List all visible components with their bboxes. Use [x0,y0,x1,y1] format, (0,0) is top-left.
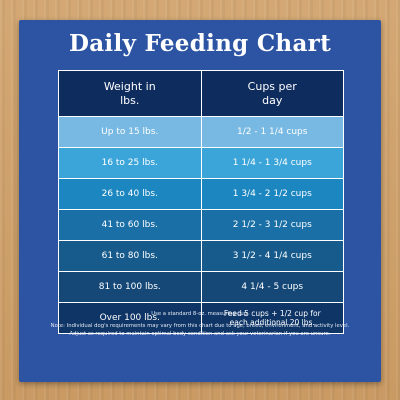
table-row: 26 to 40 lbs. 1 3/4 - 2 1/2 cups [59,178,343,209]
cups-cell: 4 1/4 - 5 cups [200,272,344,302]
table-row: 16 to 25 lbs. 1 1/4 - 1 3/4 cups [59,147,343,178]
chart-title: Daily Feeding Chart [68,30,332,57]
adjust-note: Adjust as required to maintain optimal b… [69,331,331,337]
feeding-chart-panel: Daily Feeding Chart Weight in lbs. Cups … [19,20,381,382]
header-cups: Cups per day [200,71,344,116]
weight-cell: 41 to 60 lbs. [101,220,158,230]
table-row: Over 100 lbs. Feed 5 cups + 1/2 cup for … [59,302,343,333]
weight-cell: 16 to 25 lbs. [101,158,158,168]
measuring-cup-note: Use a standard 8-oz. measuring cup. [151,311,249,317]
cups-cell: 1 3/4 - 2 1/2 cups [200,179,344,209]
requirements-note: Note: Individual dog's requirements may … [50,323,350,329]
cups-cell: 1 1/4 - 1 3/4 cups [200,148,344,178]
table-row: 61 to 80 lbs. 3 1/2 - 4 1/4 cups [59,240,343,271]
header-weight: Weight in lbs. [103,79,156,107]
table-row: 81 to 100 lbs. 4 1/4 - 5 cups [59,271,343,302]
feeding-table: Weight in lbs. Cups per day Up to 15 lbs… [58,70,344,334]
table-row: Up to 15 lbs. 1/2 - 1 1/4 cups [59,116,343,147]
cups-cell: 2 1/2 - 3 1/2 cups [200,210,344,240]
weight-cell: Up to 15 lbs. [101,127,159,137]
table-row: 41 to 60 lbs. 2 1/2 - 3 1/2 cups [59,209,343,240]
cups-cell: Feed 5 cups + 1/2 cup for each additiona… [200,303,344,333]
weight-cell: 81 to 100 lbs. [98,282,161,292]
weight-cell: 26 to 40 lbs. [101,189,158,199]
table-header-row: Weight in lbs. Cups per day [59,71,343,116]
cups-cell: 1/2 - 1 1/4 cups [200,117,344,147]
weight-cell: Over 100 lbs. [99,313,160,323]
weight-cell: 61 to 80 lbs. [101,251,158,261]
cups-cell: 3 1/2 - 4 1/4 cups [200,241,344,271]
